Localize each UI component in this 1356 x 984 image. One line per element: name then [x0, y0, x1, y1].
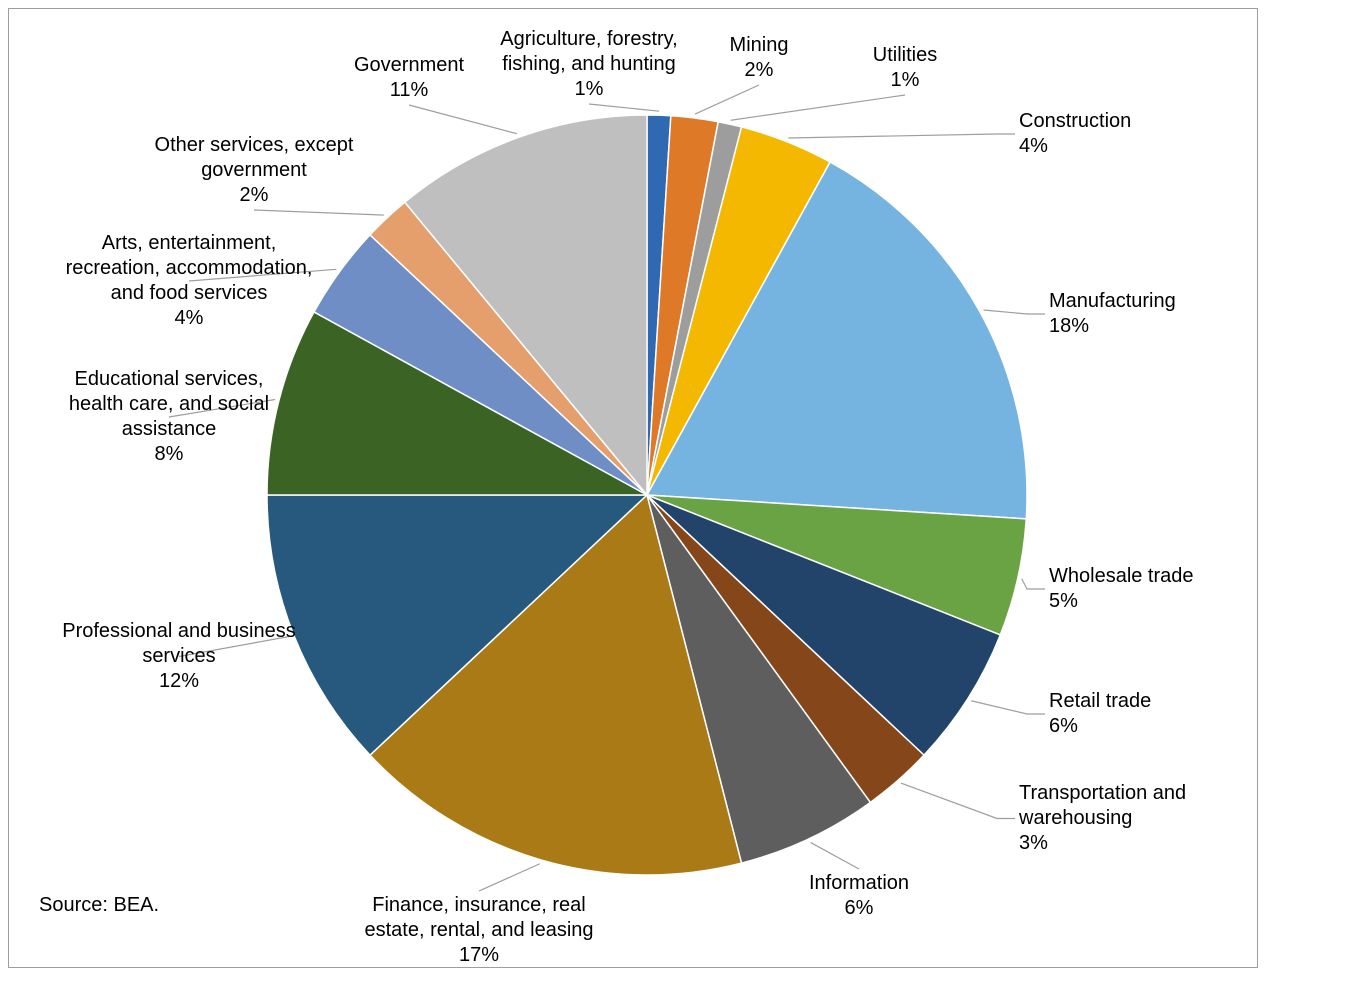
leader-line: [984, 310, 1045, 314]
leader-line: [1022, 579, 1045, 589]
leader-line: [589, 104, 659, 111]
chart-frame: Agriculture, forestry, fishing, and hunt…: [8, 8, 1258, 968]
leader-line: [695, 85, 759, 114]
pie-chart: [9, 9, 1259, 974]
leader-line: [169, 400, 275, 417]
source-citation: Source: BEA.: [39, 894, 159, 917]
leader-line: [254, 210, 384, 215]
leader-line: [788, 134, 1015, 138]
leader-line: [731, 95, 905, 120]
leader-line: [810, 842, 859, 869]
leader-line: [409, 105, 517, 134]
leader-line: [479, 864, 540, 891]
leader-line: [971, 701, 1045, 714]
leader-line: [179, 636, 290, 656]
leader-line: [901, 783, 1015, 818]
leader-line: [189, 269, 336, 281]
